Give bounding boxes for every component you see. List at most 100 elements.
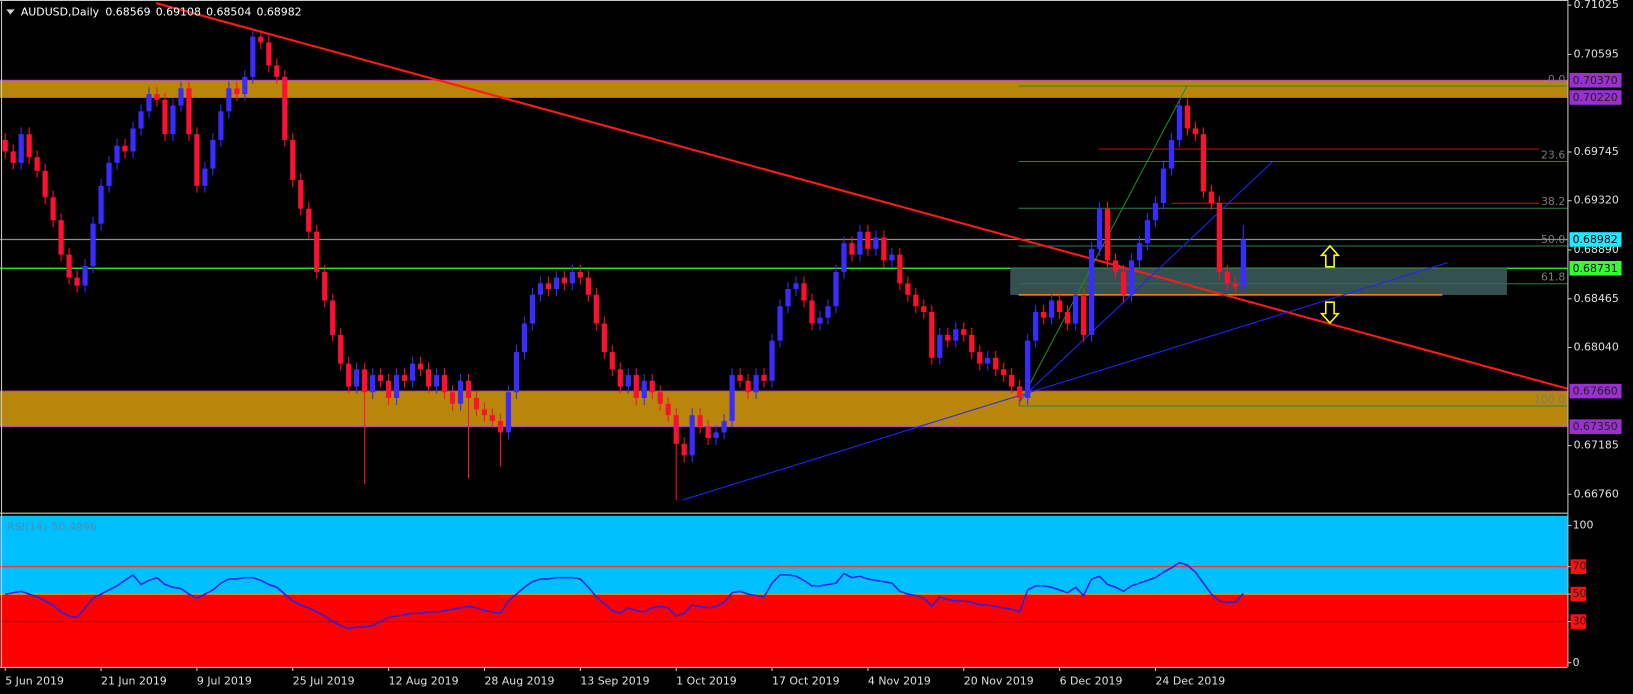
- y-tick-label: 0.67185: [1574, 439, 1619, 452]
- candle-body: [473, 397, 480, 410]
- candle-body: [905, 283, 911, 295]
- candle-body: [106, 162, 112, 186]
- y-tick-label: 0.68040: [1574, 341, 1619, 354]
- candle-body: [689, 415, 695, 456]
- candle-body: [865, 231, 871, 249]
- rsi-y-tick-label: 100: [1573, 518, 1594, 531]
- fib-label: 100.0: [1534, 393, 1565, 406]
- rsi-name: RSI(14): [7, 520, 47, 533]
- candle-body: [729, 375, 735, 421]
- candle-body: [745, 380, 751, 393]
- low-value: 0.68504: [206, 6, 251, 19]
- candle-body: [849, 243, 855, 255]
- candle-body: [90, 223, 96, 267]
- x-tick-label: 6 Dec 2019: [1060, 674, 1123, 687]
- up-arrow: [1319, 244, 1341, 268]
- x-tick-label: 12 Aug 2019: [389, 674, 459, 687]
- candle-body: [801, 283, 807, 301]
- candle-body: [114, 145, 120, 163]
- candle-body: [1224, 271, 1230, 284]
- rsi-upper-zone: [0, 515, 1568, 595]
- candle-body: [1128, 260, 1135, 295]
- candle-body: [945, 334, 951, 341]
- candle-body: [1168, 139, 1175, 169]
- candle-body: [1025, 340, 1031, 398]
- candle-body: [1152, 203, 1159, 221]
- candles: [2, 29, 1246, 630]
- candle-body: [529, 294, 536, 324]
- candle-body: [290, 139, 296, 181]
- candle-body: [1192, 128, 1199, 135]
- candle-body: [873, 237, 879, 249]
- candle-body: [394, 375, 400, 398]
- candle-body: [1033, 311, 1039, 341]
- candle-body: [1176, 105, 1183, 140]
- rsi-value: 50.4996: [52, 520, 97, 533]
- price-label-bg: [1569, 383, 1622, 399]
- candle-body: [513, 352, 520, 393]
- candle-body: [889, 254, 895, 261]
- candle-body: [1057, 300, 1063, 312]
- y-tick-label: 0.69745: [1574, 145, 1619, 158]
- candle-body: [497, 420, 504, 433]
- candle-body: [681, 443, 687, 456]
- down-trendline: [155, 2, 1568, 390]
- candle-body: [386, 380, 392, 398]
- up-trendline: [1018, 161, 1274, 402]
- x-tick-label: 5 Jun 2019: [5, 674, 64, 687]
- candle-body: [417, 363, 424, 370]
- high-value: 0.69108: [156, 6, 201, 19]
- candle-body: [298, 180, 304, 209]
- price-label: 0.67350: [1573, 420, 1618, 433]
- candle-body: [154, 94, 160, 100]
- candle-body: [569, 271, 575, 284]
- candle-body: [1120, 271, 1127, 295]
- candle-body: [705, 426, 711, 439]
- candle-body: [505, 392, 512, 433]
- candle-body: [58, 220, 64, 255]
- candle-body: [641, 380, 647, 398]
- candle-body: [138, 111, 144, 129]
- candle-body: [178, 88, 184, 106]
- candle-body: [713, 432, 719, 439]
- up-trendline: [681, 262, 1448, 501]
- candle-body: [721, 420, 727, 433]
- x-tick-label: 24 Dec 2019: [1155, 674, 1225, 687]
- candle-body: [1017, 386, 1023, 398]
- y-tick-label: 0.66760: [1574, 487, 1619, 500]
- candle-body: [593, 294, 599, 324]
- rsi-y-tick-label: 0: [1573, 656, 1580, 669]
- rsi-y-tick-label: 50: [1573, 587, 1587, 600]
- candle-body: [753, 375, 759, 393]
- candle-body: [761, 375, 767, 381]
- y-tick-label: 0.68465: [1574, 292, 1619, 305]
- price-label: 0.70220: [1573, 91, 1618, 104]
- candle-body: [346, 363, 352, 387]
- candle-body: [370, 375, 376, 393]
- x-tick-label: 13 Sep 2019: [580, 674, 649, 687]
- candle-body: [122, 145, 128, 152]
- price-label-bg: [1569, 419, 1622, 434]
- x-tick-label: 4 Nov 2019: [868, 674, 931, 687]
- candle-body: [673, 415, 679, 444]
- down-arrow: [1319, 301, 1341, 325]
- candle-body: [785, 289, 791, 307]
- candle-body: [1216, 203, 1222, 272]
- candle-body: [274, 65, 280, 77]
- candle-body: [258, 36, 264, 43]
- candle-body: [409, 363, 416, 381]
- rsi-lower-zone: [0, 594, 1568, 667]
- candle-body: [1041, 311, 1047, 318]
- candle-body: [1136, 243, 1143, 261]
- price-label-bg: [1569, 90, 1622, 105]
- frame: [0, 0, 1569, 668]
- candle-body: [330, 300, 336, 335]
- candle-body: [2, 139, 8, 152]
- candle-body: [34, 157, 40, 171]
- supply-demand-zone: [0, 391, 1568, 427]
- price-label: 0.67660: [1573, 385, 1618, 398]
- rsi-line: [5, 561, 1244, 630]
- candle-body: [425, 369, 432, 387]
- x-tick-label: 25 Jul 2019: [293, 674, 355, 687]
- x-tick-label: 28 Aug 2019: [484, 674, 554, 687]
